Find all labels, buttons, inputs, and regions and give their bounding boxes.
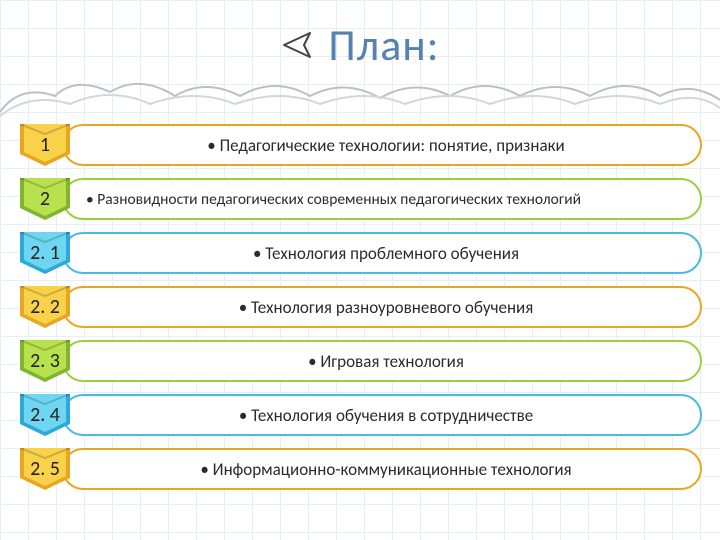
item-number: 2. 3 bbox=[30, 349, 60, 373]
item-text: • Разновидности педагогических современн… bbox=[86, 190, 581, 209]
item-text-pill: • Технология проблемного обучения bbox=[62, 232, 702, 274]
list-item: 2 • Разновидности педагогических современ… bbox=[20, 178, 702, 220]
list-item: 1 • Педагогические технологии: понятие, п… bbox=[20, 124, 702, 166]
item-text: • Педагогические технологии: понятие, пр… bbox=[207, 135, 564, 156]
list-item: 2. 2 • Технология разноуровневого обучени… bbox=[20, 286, 702, 328]
item-text: • Информационно-коммуникационные техноло… bbox=[200, 459, 571, 480]
item-number: 2. 1 bbox=[30, 241, 60, 265]
item-tag: 2. 1 bbox=[20, 232, 70, 274]
item-text-pill: • Технология разноуровневого обучения bbox=[62, 286, 702, 328]
item-text: • Технология обучения в сотрудничестве bbox=[239, 405, 533, 426]
item-number: 1 bbox=[40, 133, 50, 157]
item-text: • Технология разноуровневого обучения bbox=[239, 297, 534, 318]
item-text-pill: • Разновидности педагогических современн… bbox=[62, 178, 702, 220]
title-row: План: bbox=[0, 0, 720, 72]
list-item: 2. 4 • Технология обучения в сотрудничест… bbox=[20, 394, 702, 436]
item-tag: 2. 3 bbox=[20, 340, 70, 382]
page-title: План: bbox=[328, 18, 439, 72]
arrow-right-icon bbox=[280, 28, 320, 62]
cloud-decoration bbox=[0, 74, 720, 118]
item-number: 2 bbox=[40, 187, 50, 211]
item-number: 2. 4 bbox=[30, 403, 60, 427]
item-number: 2. 2 bbox=[30, 295, 60, 319]
list-item: 2. 1 • Технология проблемного обучения bbox=[20, 232, 702, 274]
item-text-pill: • Педагогические технологии: понятие, пр… bbox=[62, 124, 702, 166]
item-text-pill: • Технология обучения в сотрудничестве bbox=[62, 394, 702, 436]
item-tag: 2. 5 bbox=[20, 448, 70, 490]
list-item: 2. 3 • Игровая технология bbox=[20, 340, 702, 382]
item-tag: 1 bbox=[20, 124, 70, 166]
list-item: 2. 5 • Информационно-коммуникационные тех… bbox=[20, 448, 702, 490]
item-tag: 2. 4 bbox=[20, 394, 70, 436]
plan-list: 1 • Педагогические технологии: понятие, п… bbox=[20, 124, 702, 490]
item-tag: 2 bbox=[20, 178, 70, 220]
item-number: 2. 5 bbox=[30, 457, 60, 481]
item-tag: 2. 2 bbox=[20, 286, 70, 328]
item-text-pill: • Игровая технология bbox=[62, 340, 702, 382]
item-text: • Технология проблемного обучения bbox=[253, 243, 519, 264]
item-text-pill: • Информационно-коммуникационные техноло… bbox=[62, 448, 702, 490]
item-text: • Игровая технология bbox=[308, 351, 464, 372]
